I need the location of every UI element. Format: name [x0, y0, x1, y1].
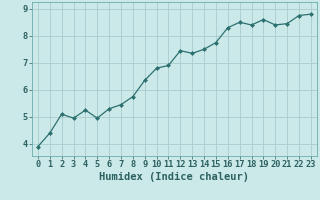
X-axis label: Humidex (Indice chaleur): Humidex (Indice chaleur) — [100, 172, 249, 182]
